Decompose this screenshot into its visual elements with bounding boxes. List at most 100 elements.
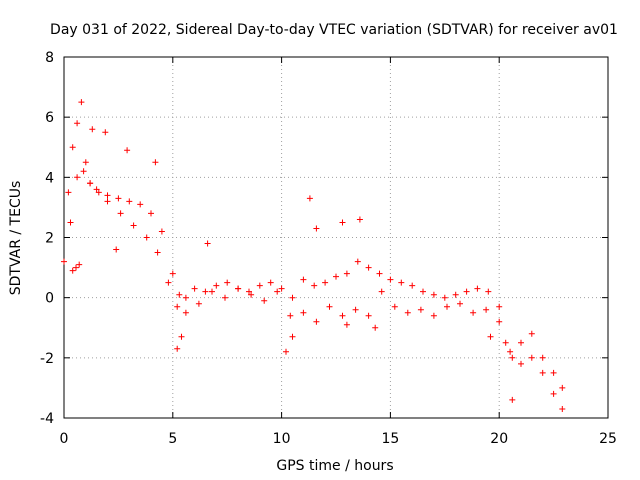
data-point [176,291,183,298]
data-point [378,288,385,295]
data-point [169,270,176,277]
data-point [67,219,74,226]
y-axis-title: SDTVAR / TECUs [8,181,24,296]
data-point [61,258,67,265]
data-point [559,384,566,391]
y-tick-labels: -4 -2 0 2 4 6 8 [40,50,54,427]
data-point [354,258,361,265]
y-tick-label: 8 [45,50,54,66]
data-point [457,300,463,307]
data-point [365,264,372,271]
data-point [326,303,333,310]
data-point [178,333,185,340]
data-point [509,354,516,361]
data-point [539,369,546,376]
data-point [174,345,181,352]
data-point [300,276,307,283]
data-point [550,369,557,376]
data-point [278,285,285,292]
data-point [65,189,72,196]
data-point [76,261,83,268]
data-point [87,180,94,187]
y-tick-label: 6 [45,110,54,126]
data-point [204,240,211,247]
data-point [417,306,424,313]
data-point [209,288,215,295]
data-point [124,147,131,154]
data-point [376,270,383,277]
data-point [496,303,503,310]
data-point [117,210,124,217]
data-point [550,390,557,397]
x-tick-label: 25 [599,431,617,447]
data-point [559,406,566,412]
data-point [528,330,535,337]
data-point [213,282,220,289]
data-point [391,303,398,310]
data-point [483,306,490,313]
data-point [339,219,346,226]
data-point [274,288,281,295]
data-point [409,282,416,289]
data-point [95,189,102,196]
data-point [74,174,81,181]
data-point [528,354,535,361]
data-point [496,318,503,325]
data-point [130,222,137,229]
data-point [502,339,509,346]
data-point [80,168,87,175]
data-point [339,312,346,319]
grid [64,57,608,418]
data-point [452,291,459,298]
data-point [306,195,313,202]
data-point [470,309,477,316]
data-point [485,288,492,295]
data-point [343,321,350,328]
data-point [372,324,379,331]
data-point [463,288,470,295]
data-point [158,228,165,235]
data-point [222,294,228,301]
data-point [69,144,76,151]
y-tick-label: 0 [45,291,54,307]
axis-ticks [63,56,609,419]
data-point [261,297,268,304]
data-point [507,348,514,355]
data-point [365,312,372,319]
data-point [74,120,81,127]
x-tick-labels: 0 5 10 15 20 25 [60,431,617,447]
data-point [539,354,546,361]
data-point [313,318,320,325]
data-point [182,294,189,301]
data-point [182,309,189,316]
data-point [82,159,89,166]
data-point [89,126,96,133]
data-point [104,192,111,199]
data-point [300,309,307,316]
data-point [420,288,426,295]
data-point [202,288,209,295]
data-point [113,246,120,253]
data-point [102,129,109,136]
data-point [165,279,172,286]
data-point [73,264,79,271]
data-point [104,198,111,205]
data-point [289,294,296,301]
data-point [487,333,494,340]
data-point [333,273,339,280]
data-point [356,216,363,223]
data-point [248,291,255,298]
x-tick-label: 10 [273,431,291,447]
data-point [224,279,231,286]
data-point [387,276,394,283]
data-point [343,270,350,277]
data-point [430,291,437,298]
data-point [235,285,242,292]
data-point [256,282,263,289]
data-point [509,396,516,403]
x-tick-label: 15 [381,431,399,447]
data-point [174,303,181,310]
x-tick-label: 5 [168,431,177,447]
data-point [289,333,296,340]
